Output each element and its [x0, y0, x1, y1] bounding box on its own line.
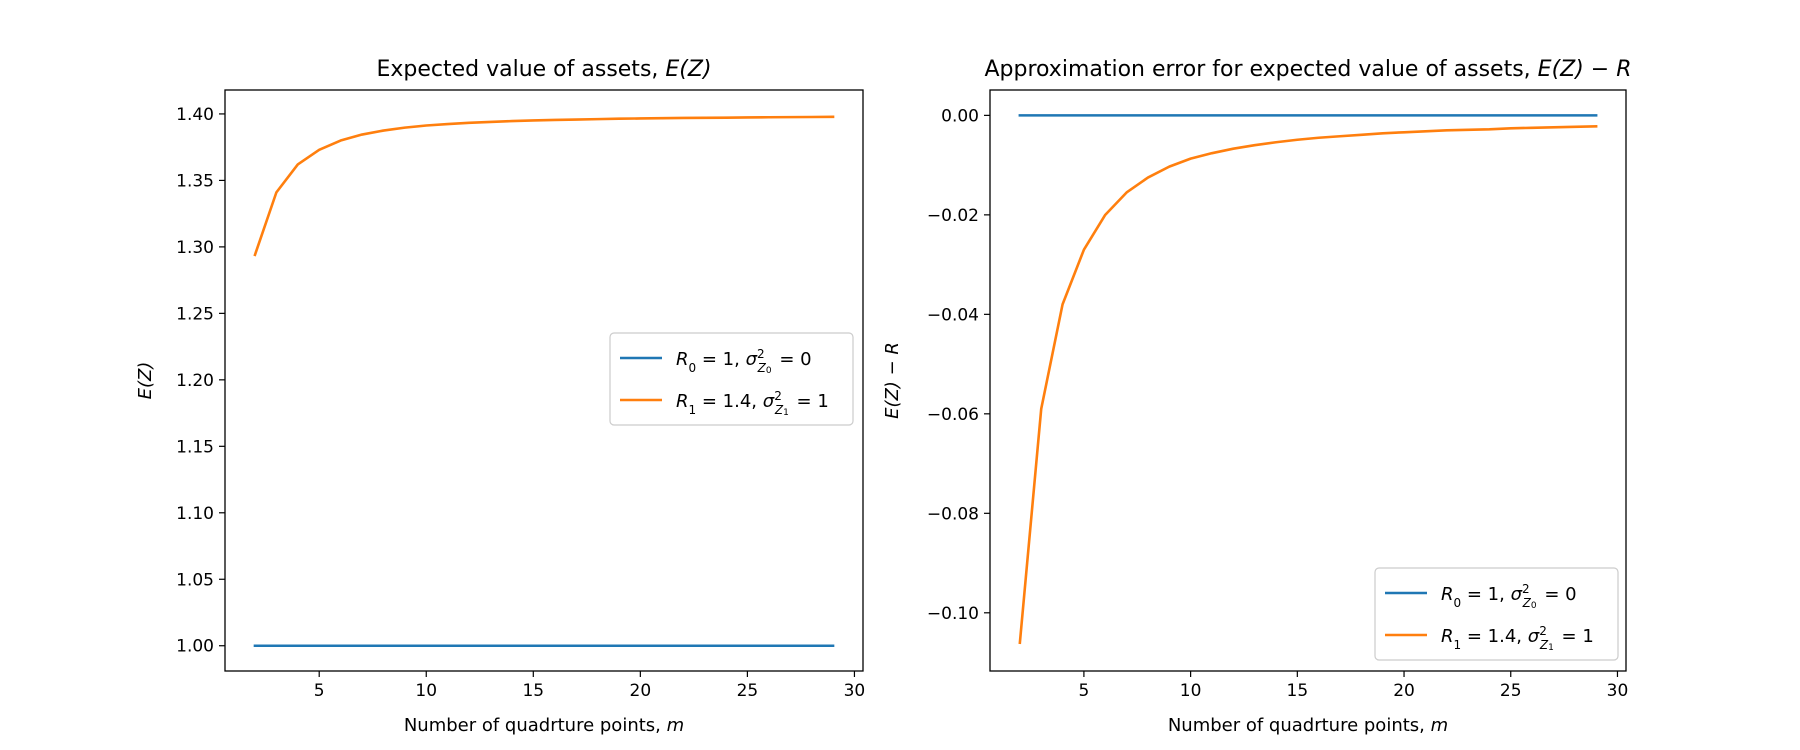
left-y-tick-label: 1.35 [176, 171, 214, 191]
right-legend-label-1: R1 = 1.4, σ2 Z1 = 1 [1441, 624, 1594, 653]
right-chart-title: Approximation error for expected value o… [984, 57, 1631, 82]
right-x-axis-label: Number of quadrture points, m [1168, 715, 1448, 736]
left-x-tick-label: 30 [844, 681, 866, 701]
right-y-axis-label: E(Z) − R [882, 342, 903, 419]
left-y-tick-label: 1.00 [176, 637, 214, 657]
right-x-tick-label: 30 [1607, 681, 1629, 701]
left-x-tick-label: 20 [630, 681, 652, 701]
right-y-tick-label: −0.04 [927, 305, 979, 325]
left-legend-label-0: R0 = 1, σ2 Z0 = 0 [676, 347, 812, 376]
left-y-tick-label: 1.25 [176, 304, 214, 324]
right-x-tick-label: 10 [1180, 681, 1202, 701]
left-y-tick-label: 1.30 [176, 238, 214, 258]
right-y-tick-label: −0.02 [927, 206, 979, 226]
left-axes-frame [224, 89, 864, 672]
right-x-tick-label: 15 [1287, 681, 1309, 701]
left-series-line-1 [253, 115, 835, 257]
left-legend-label-1: R1 = 1.4, σ2 Z1 = 1 [676, 389, 829, 418]
left-y-tick-label: 1.05 [176, 570, 214, 590]
left-legend: R0 = 1, σ2 Z0 = 0 R1 = 1.4, σ2 Z1 = 1 [609, 332, 854, 426]
left-x-tick-label: 25 [737, 681, 759, 701]
left-y-axis-label: E(Z) [135, 362, 156, 400]
left-y-tick-label: 1.40 [176, 105, 214, 125]
left-x-tick-label: 15 [522, 681, 544, 701]
right-legend-label-0: R0 = 1, σ2 Z0 = 0 [1441, 582, 1577, 611]
left-y-tick-label: 1.20 [176, 371, 214, 391]
left-x-axis-label: Number of quadrture points, m [404, 715, 684, 736]
right-x-tick-label: 20 [1393, 681, 1415, 701]
right-axes-frame [989, 89, 1627, 672]
right-legend: R0 = 1, σ2 Z0 = 0 R1 = 1.4, σ2 Z1 = 1 [1374, 567, 1619, 661]
left-x-tick-label: 10 [415, 681, 437, 701]
right-series-line-1 [1018, 124, 1598, 645]
right-x-tick-label: 25 [1500, 681, 1522, 701]
left-legend-box [609, 332, 854, 426]
right-y-tick-label: −0.06 [927, 405, 979, 425]
left-chart-panel: 5 10 15 20 25 30 1.00 1.05 1.10 1.15 1.20 1.25 1.30 1… [135, 57, 865, 736]
left-y-tick-label: 1.15 [176, 437, 214, 457]
right-y-tick-label: 0.00 [941, 106, 979, 126]
left-y-tick-label: 1.10 [176, 504, 214, 524]
right-legend-box [1374, 567, 1619, 661]
left-chart-title: Expected value of assets, E(Z) [376, 57, 711, 82]
left-x-tick-label: 5 [314, 681, 325, 701]
right-chart-panel: 5 10 15 20 25 30 0.00 −0.02 −0.04 −0.06 −0.08 −0.10… [882, 57, 1632, 736]
right-y-tick-label: −0.10 [927, 604, 979, 624]
right-x-tick-label: 5 [1078, 681, 1089, 701]
right-y-tick-label: −0.08 [927, 504, 979, 524]
